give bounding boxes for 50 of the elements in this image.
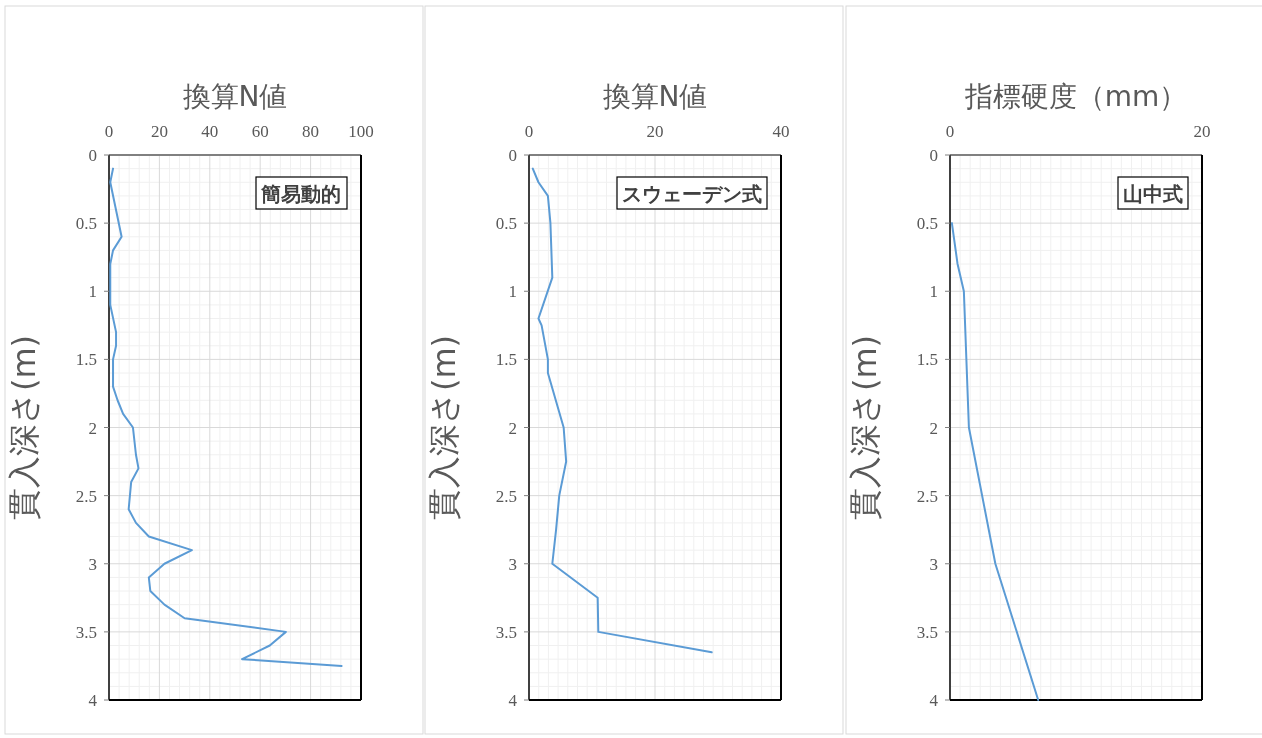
x-tick-label: 80 <box>302 122 320 141</box>
annotation: 簡易動的 <box>260 182 341 206</box>
annotation: スウェーデン式 <box>616 176 768 210</box>
x-tick-label: 40 <box>772 122 790 141</box>
annotation: 簡易動的 <box>255 176 348 210</box>
y-tick-label: 3.5 <box>495 622 517 642</box>
y-tick-label: 4 <box>929 691 939 710</box>
annotation: 山中式 <box>1123 182 1183 206</box>
y-tick-label: 2.5 <box>75 486 97 506</box>
y-tick-label: 0.5 <box>75 214 97 234</box>
chart-title: 指標硬度（mm） <box>963 80 1188 113</box>
y-tick-label: 4 <box>508 691 518 710</box>
y-tick-label: 0 <box>929 146 938 165</box>
y-tick-label: 3 <box>508 554 517 574</box>
y-tick-label: 1 <box>88 282 97 302</box>
y-tick-label: 3 <box>88 554 97 574</box>
y-axis-title: 貫入深さ(m) <box>5 334 43 521</box>
y-axis-title: 貫入深さ(m) <box>425 334 463 521</box>
y-tick-label: 1.5 <box>75 350 97 370</box>
y-tick-label: 2 <box>508 418 517 438</box>
x-tick-label: 20 <box>1193 122 1211 141</box>
x-tick-label: 0 <box>104 122 114 141</box>
y-tick-label: 2 <box>929 418 938 438</box>
y-tick-label: 2.5 <box>916 486 938 506</box>
annotation: 山中式 <box>1117 176 1189 210</box>
y-tick-label: 3.5 <box>916 622 938 642</box>
y-tick-label: 3 <box>929 554 938 574</box>
y-tick-label: 1.5 <box>495 350 517 370</box>
y-tick-label: 4 <box>88 691 98 710</box>
y-axis-title: 貫入深さ(m) <box>846 334 884 521</box>
x-tick-label: 100 <box>348 122 374 141</box>
y-tick-label: 0.5 <box>916 214 938 234</box>
y-tick-label: 1 <box>508 282 517 302</box>
y-tick-label: 0 <box>88 146 97 165</box>
x-tick-label: 40 <box>201 122 219 141</box>
y-tick-label: 2.5 <box>495 486 517 506</box>
y-tick-label: 3.5 <box>75 622 97 642</box>
y-tick-label: 0 <box>508 146 517 165</box>
x-tick-label: 60 <box>251 122 269 141</box>
x-tick-label: 20 <box>150 122 168 141</box>
y-tick-label: 1.5 <box>916 350 938 370</box>
x-tick-label: 0 <box>524 122 534 141</box>
y-tick-label: 2 <box>88 418 97 438</box>
chart-title: 換算N値 <box>602 80 708 113</box>
y-tick-label: 0.5 <box>495 214 517 234</box>
chart-title: 換算N値 <box>182 80 288 113</box>
x-tick-label: 20 <box>646 122 664 141</box>
x-tick-label: 0 <box>945 122 955 141</box>
annotation: スウェーデン式 <box>622 182 762 206</box>
y-tick-label: 1 <box>929 282 938 302</box>
